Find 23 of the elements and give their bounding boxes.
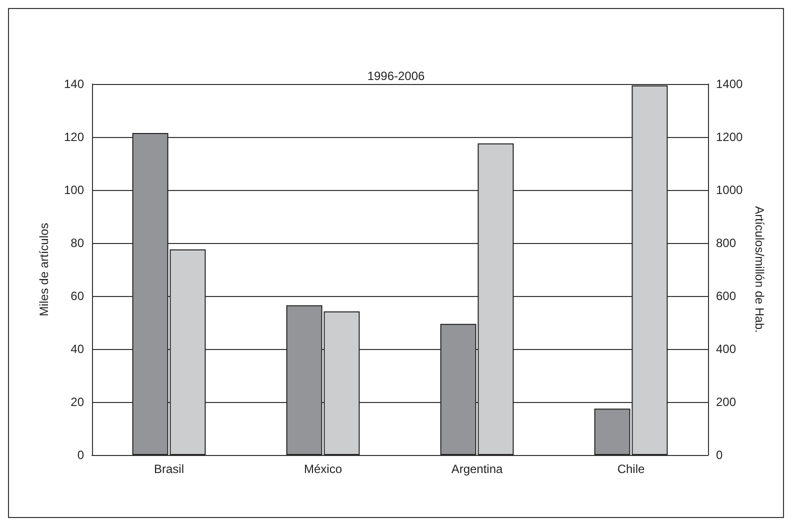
y-tick-label: 0 (77, 448, 84, 462)
y2-tick-label: 0 (716, 448, 723, 462)
y-tick-label: 20 (70, 395, 84, 409)
x-tick-label: Brasil (154, 462, 184, 476)
y2-tick-label: 400 (716, 342, 736, 356)
y-tick-label: 40 (70, 342, 84, 356)
x-tick-label: México (304, 462, 342, 476)
y-axis-title: Miles de artículos (37, 222, 51, 316)
y2-tick-label: 800 (716, 236, 736, 250)
x-tick-label: Chile (617, 462, 645, 476)
y2-tick-label: 200 (716, 395, 736, 409)
y2-tick-label: 600 (716, 289, 736, 303)
y2-tick-label: 1000 (716, 183, 744, 197)
x-tick-label: Argentina (451, 462, 504, 476)
chart-title: 1996-2006 (367, 69, 426, 83)
y2-tick-label: 1200 (716, 130, 744, 144)
y-tick-label: 120 (64, 130, 84, 144)
y2-axis-title: Artículos/millón de Hab. (752, 206, 767, 333)
y2-tick-label: 1400 (716, 77, 744, 91)
y-tick-label: 60 (70, 289, 84, 303)
y-tick-label: 80 (70, 236, 84, 250)
y-tick-label: 100 (64, 183, 84, 197)
y-tick-label: 140 (64, 77, 84, 91)
